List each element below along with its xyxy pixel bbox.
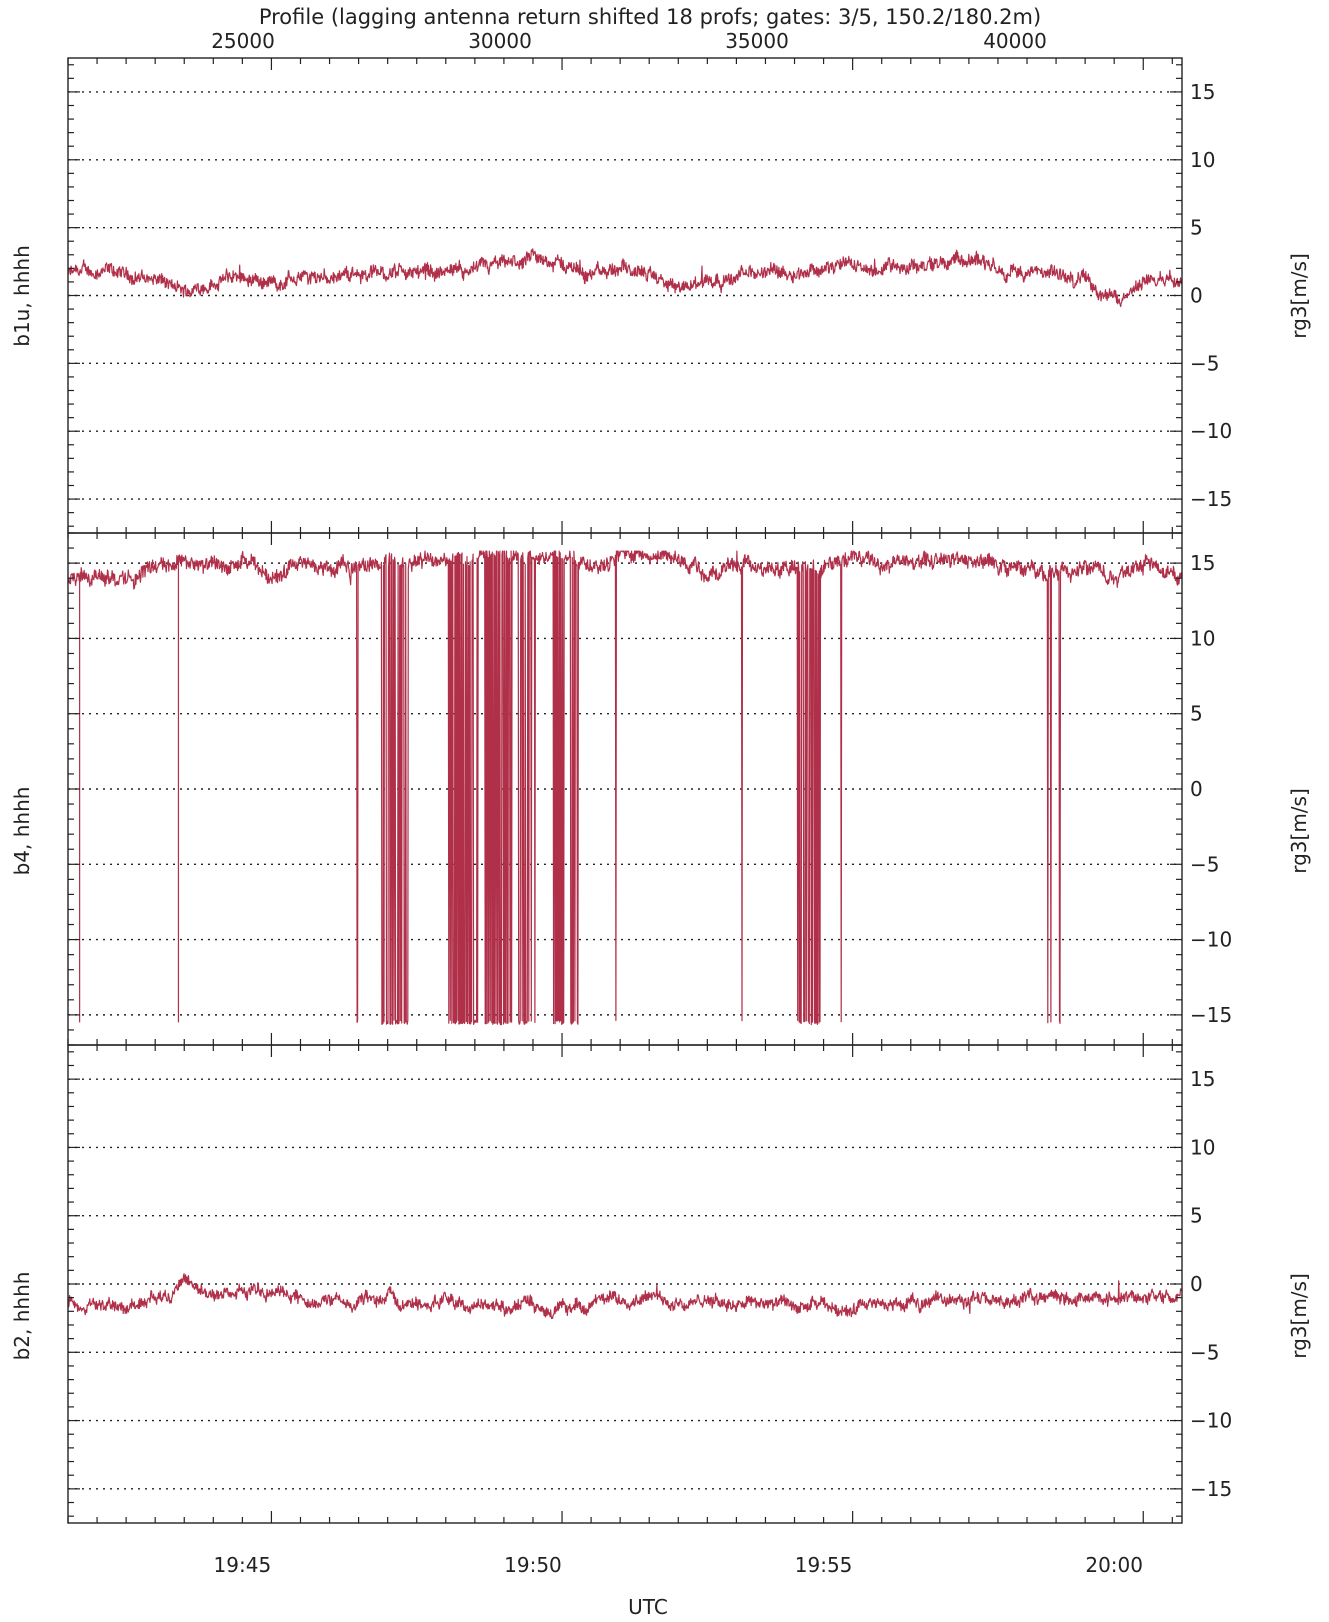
panel-3-ylabel: b2, hhhh [10, 1272, 34, 1361]
panel-2-ylabel: b4, hhhh [10, 787, 34, 876]
chart-title: Profile (lagging antenna return shifted … [259, 5, 1041, 29]
x-axis-label: UTC [628, 1595, 668, 1619]
ytick-label-p1-3: 0 [1190, 284, 1203, 308]
tick-marks [67, 58, 1182, 1523]
xtick-label-0: 19:45 [214, 1553, 272, 1577]
ytick-label-p1-2: 5 [1190, 216, 1203, 240]
series-line-p1 [67, 248, 1183, 308]
ytick-label-p2-5: −10 [1190, 928, 1232, 952]
xtick-label-1: 19:50 [504, 1553, 562, 1577]
ytick-label-p1-6: −15 [1190, 487, 1232, 511]
panel-2-right-ylabel: rg3[m/s] [1287, 788, 1311, 874]
top-tick-label-0: 25000 [211, 29, 275, 53]
ytick-label-p3-1: 10 [1190, 1135, 1215, 1159]
xtick-label-2: 19:55 [795, 1553, 853, 1577]
ytick-label-p2-2: 5 [1190, 702, 1203, 726]
panel-3-right-ylabel: rg3[m/s] [1287, 1273, 1311, 1359]
ytick-label-p2-6: −15 [1190, 1003, 1232, 1027]
ytick-label-p2-1: 10 [1190, 626, 1215, 650]
ytick-label-p1-4: −5 [1190, 351, 1219, 375]
series-line-p2 [67, 550, 1183, 1026]
grid-lines [68, 91, 1182, 1490]
ytick-label-p1-0: 15 [1190, 80, 1215, 104]
panel-1-right-ylabel: rg3[m/s] [1287, 253, 1311, 339]
ytick-label-p1-5: −10 [1190, 419, 1232, 443]
ytick-label-p2-0: 15 [1190, 551, 1215, 575]
ytick-label-p3-2: 5 [1190, 1204, 1203, 1228]
ytick-label-p2-4: −5 [1190, 852, 1219, 876]
xtick-label-3: 20:00 [1085, 1553, 1143, 1577]
series-layer [67, 248, 1183, 1320]
ytick-label-p2-3: 0 [1190, 777, 1203, 801]
ytick-label-p3-6: −15 [1190, 1477, 1232, 1501]
series-line-p3 [67, 1273, 1183, 1320]
ytick-label-p3-3: 0 [1190, 1272, 1203, 1296]
ytick-label-p1-1: 10 [1190, 148, 1215, 172]
panel-1-ylabel: b1u, hhhh [10, 245, 34, 347]
tick-labels: 15 10 5 0 −5 −10 −15 15 10 5 0 −5 −10 −15 15 10 5 0 −5 −10 −… [211, 29, 1232, 1577]
top-tick-label-3: 40000 [983, 29, 1047, 53]
top-tick-label-1: 30000 [468, 29, 532, 53]
ytick-label-p3-5: −10 [1190, 1409, 1232, 1433]
ytick-label-p3-4: −5 [1190, 1340, 1219, 1364]
top-tick-label-2: 35000 [725, 29, 789, 53]
ytick-label-p3-0: 15 [1190, 1067, 1215, 1091]
